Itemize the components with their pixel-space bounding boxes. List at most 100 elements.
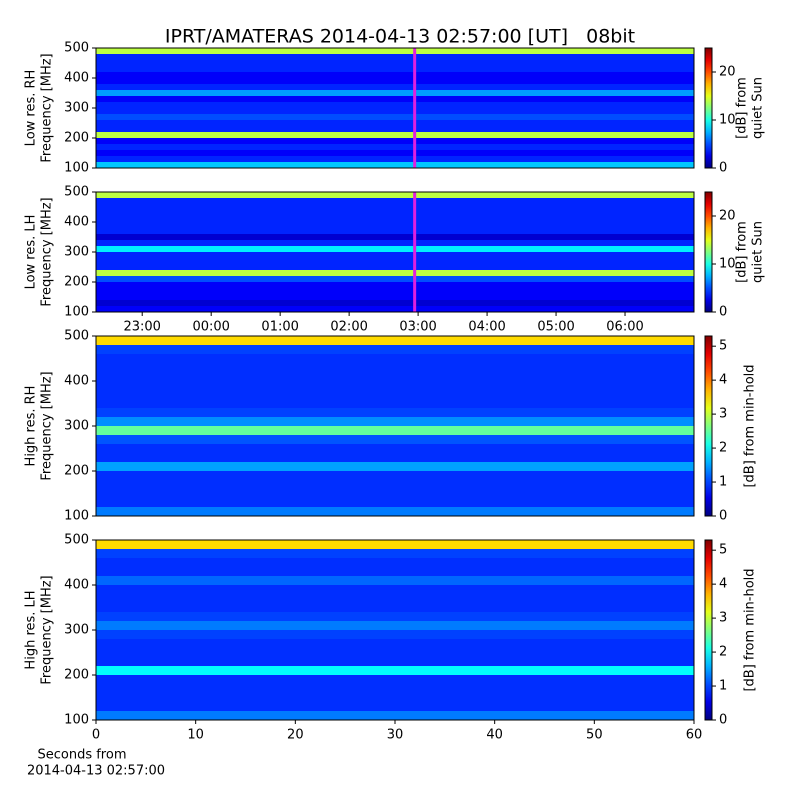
heat-cell xyxy=(96,417,694,426)
colorbar-tick-label: 5 xyxy=(719,339,727,354)
y-axis-label: Frequency [MHz] xyxy=(40,53,55,162)
x-tick-label: 03:00 xyxy=(399,320,436,335)
heat-cell xyxy=(96,66,694,72)
heat-cell xyxy=(96,204,694,210)
x-tick-label: 06:00 xyxy=(606,320,643,335)
x-tick-label: 30 xyxy=(387,728,404,743)
heat-cell xyxy=(96,711,694,720)
heat-cell xyxy=(96,78,694,84)
heat-cell xyxy=(96,282,694,288)
colorbar xyxy=(704,47,713,169)
heat-cell xyxy=(96,390,694,399)
heat-cell xyxy=(96,480,694,489)
heat-cell xyxy=(96,216,694,222)
heat-cell xyxy=(96,684,694,693)
heat-cell xyxy=(96,228,694,234)
heat-cell xyxy=(96,96,694,102)
heat-cell xyxy=(96,693,694,702)
colorbar-tick-label: 0 xyxy=(719,509,727,524)
y-tick-label: 500 xyxy=(64,533,89,548)
heat-cell xyxy=(96,381,694,390)
heat-cell xyxy=(96,72,694,78)
heat-cell xyxy=(96,336,694,345)
y-tick-label: 500 xyxy=(64,329,89,344)
heat-cell xyxy=(96,246,694,252)
colorbar-tick-label: 10 xyxy=(719,113,736,128)
colorbar-tick-label: 0 xyxy=(719,713,727,728)
heat-cell xyxy=(96,138,694,144)
y-axis-label: Frequency [MHz] xyxy=(40,371,55,480)
y-tick-label: 100 xyxy=(64,713,89,728)
heat-cell xyxy=(96,102,694,108)
y-tick-label: 200 xyxy=(64,464,89,479)
y-tick-label: 200 xyxy=(64,275,89,290)
heat-cell xyxy=(96,222,694,228)
x-tick-label: 05:00 xyxy=(537,320,574,335)
y-tick-label: 300 xyxy=(64,623,89,638)
x-axis-label: 2014-04-13 02:57:00 xyxy=(27,764,165,779)
colorbar-tick-label: 2 xyxy=(719,441,727,456)
colorbar-tick-label: 3 xyxy=(719,611,727,626)
y-axis-label: High res. RH xyxy=(24,386,39,467)
heat-cell xyxy=(96,399,694,408)
heat-cell xyxy=(96,252,694,258)
heat-cell xyxy=(96,114,694,120)
heat-cell xyxy=(96,54,694,60)
x-tick-label: 10 xyxy=(187,728,204,743)
heat-cell xyxy=(96,48,694,54)
x-tick-label: 50 xyxy=(586,728,603,743)
heat-cell xyxy=(96,354,694,363)
heat-cell xyxy=(96,306,694,312)
heat-cell xyxy=(96,372,694,381)
colorbar-label: [dB] from xyxy=(735,77,750,139)
colorbar-tick-label: 20 xyxy=(719,65,736,80)
heat-cell xyxy=(96,294,694,300)
colorbar-label: quiet Sun xyxy=(751,77,766,139)
heat-cell xyxy=(96,276,694,282)
colorbar-tick-label: 1 xyxy=(719,679,727,694)
heat-cell xyxy=(96,288,694,294)
colorbar-label: [dB] from xyxy=(735,221,750,283)
y-axis-label: Low res. RH xyxy=(24,70,39,147)
colorbar-tick-label: 10 xyxy=(719,257,736,272)
x-tick-label: 0 xyxy=(92,728,100,743)
heat-cell xyxy=(96,612,694,621)
heat-cell xyxy=(96,363,694,372)
heat-cell xyxy=(96,210,694,216)
y-tick-label: 400 xyxy=(64,374,89,389)
y-axis-label: Frequency [MHz] xyxy=(40,197,55,306)
y-tick-label: 400 xyxy=(64,215,89,230)
y-tick-label: 300 xyxy=(64,101,89,116)
y-tick-label: 300 xyxy=(64,419,89,434)
colorbar xyxy=(704,539,713,721)
colorbar-tick-label: 4 xyxy=(719,577,727,592)
heat-cell xyxy=(96,702,694,711)
y-tick-label: 400 xyxy=(64,578,89,593)
heat-cell xyxy=(96,675,694,684)
x-tick-label: 01:00 xyxy=(261,320,298,335)
y-tick-label: 100 xyxy=(64,305,89,320)
heat-cell xyxy=(96,192,694,198)
colorbar-label: quiet Sun xyxy=(751,221,766,283)
y-axis-label: Low res. LH xyxy=(24,215,39,290)
colorbar-tick-label: 2 xyxy=(719,645,727,660)
heat-cell xyxy=(96,435,694,444)
y-tick-label: 400 xyxy=(64,71,89,86)
x-axis-label: Seconds from xyxy=(37,748,126,763)
heat-cell xyxy=(96,639,694,648)
heat-cell xyxy=(96,603,694,612)
heat-cell xyxy=(96,489,694,498)
colorbar-label: [dB] from min-hold xyxy=(743,568,758,691)
heat-cell xyxy=(96,576,694,585)
colorbar-label: [dB] from min-hold xyxy=(743,364,758,487)
heat-cell xyxy=(96,594,694,603)
heat-cell xyxy=(96,60,694,66)
x-tick-label: 60 xyxy=(686,728,703,743)
x-tick-label: 40 xyxy=(486,728,503,743)
y-tick-label: 300 xyxy=(64,245,89,260)
heat-cell xyxy=(96,444,694,453)
heat-cell xyxy=(96,426,694,435)
y-axis-label: High res. LH xyxy=(24,590,39,669)
heat-cell xyxy=(96,144,694,150)
heat-cell xyxy=(96,156,694,162)
